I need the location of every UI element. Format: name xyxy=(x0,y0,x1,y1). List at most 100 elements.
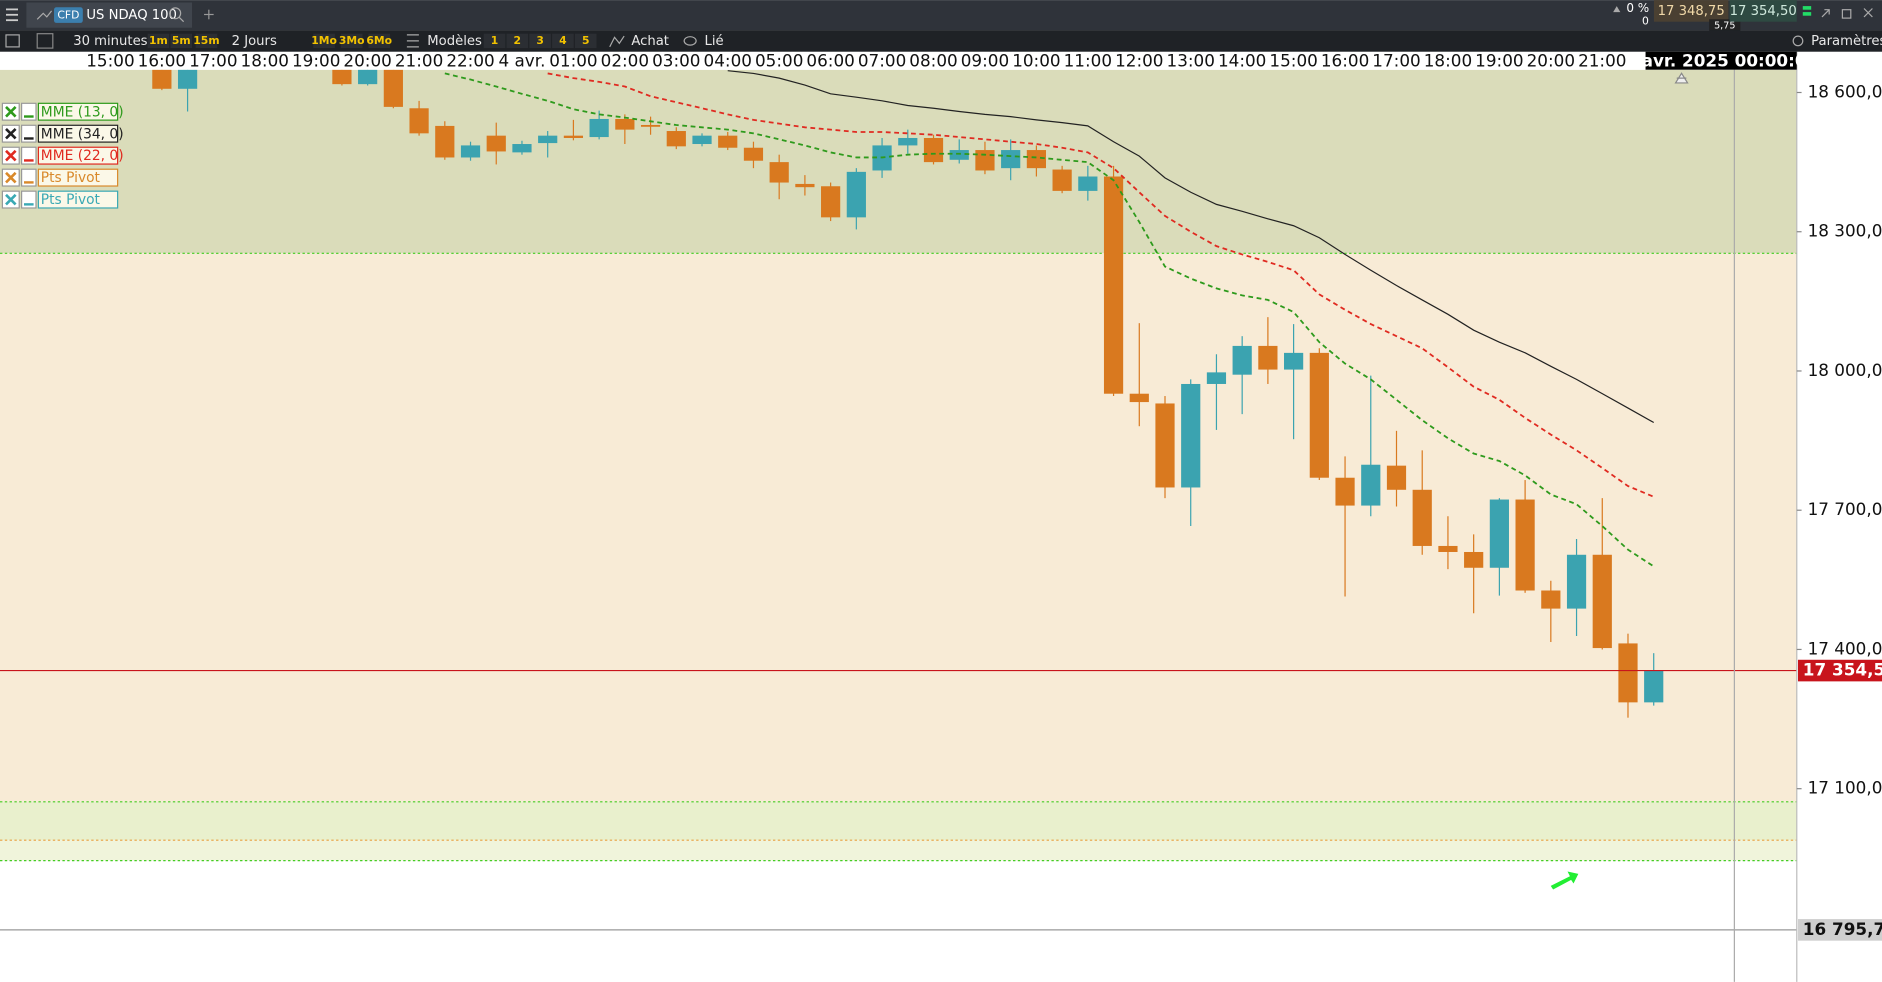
ask-box[interactable] xyxy=(1729,0,1797,22)
change: 0 xyxy=(1642,15,1649,28)
candle-body xyxy=(846,171,866,218)
signal-bar xyxy=(1802,6,1812,10)
candle-body xyxy=(1386,465,1407,490)
x-tick-label: 21:00 xyxy=(1578,50,1626,70)
legend-label: Pts Pivot xyxy=(41,192,101,208)
zone xyxy=(0,69,1797,254)
chip-label[interactable]: 3 xyxy=(536,34,544,47)
x-tick-label: 03:00 xyxy=(652,50,700,70)
zone xyxy=(0,840,1797,861)
chip-label[interactable]: 5m xyxy=(172,34,191,47)
legend-item[interactable]: MME (34, 0) xyxy=(1,124,124,143)
x-tick-label: 20:00 xyxy=(1527,50,1575,70)
chip-label[interactable]: 15m xyxy=(193,34,219,47)
legend-item[interactable]: MME (22, 0) xyxy=(1,146,124,165)
menu-icon[interactable] xyxy=(6,8,19,22)
x-tick-label: 14:00 xyxy=(1218,50,1266,70)
candle-body xyxy=(1001,150,1021,169)
range[interactable]: 2 Jours xyxy=(232,34,277,49)
candle-body xyxy=(1103,176,1124,394)
x-tick-label: 02:00 xyxy=(601,50,649,70)
candle-body xyxy=(1206,372,1227,384)
candle-body xyxy=(1464,551,1484,568)
chip[interactable] xyxy=(195,33,218,49)
linked[interactable]: Lié xyxy=(705,33,724,49)
zone xyxy=(0,860,1797,982)
candle-body xyxy=(409,108,429,134)
search-icon[interactable] xyxy=(169,7,185,23)
x-tick-label: 04:00 xyxy=(704,50,752,70)
candle-body xyxy=(589,118,609,138)
chip-label[interactable]: 5 xyxy=(582,34,590,47)
legend-item[interactable]: MME (13, 0) xyxy=(1,102,124,121)
chip-label[interactable]: 1m xyxy=(149,34,168,47)
chip[interactable] xyxy=(147,33,170,49)
chip-label[interactable]: 4 xyxy=(559,34,567,47)
candle-body xyxy=(975,150,995,171)
chip[interactable] xyxy=(313,33,335,49)
chip-label[interactable]: 1 xyxy=(491,34,499,47)
x-tick-label: 4 avr. xyxy=(498,50,545,70)
legend-box[interactable] xyxy=(37,168,119,187)
crosshair-time-box xyxy=(1645,51,1797,70)
candle-body xyxy=(1644,670,1664,703)
candle-body xyxy=(460,145,481,158)
y-tick-label: 18 300,000 xyxy=(1808,221,1882,241)
change-pct: 0 % xyxy=(1626,1,1649,15)
interval[interactable]: 30 minutes xyxy=(73,34,147,49)
candle-body xyxy=(1129,393,1149,403)
legend-label: Pts Pivot xyxy=(41,170,101,186)
legend-label: MME (34, 0) xyxy=(41,126,124,142)
candle-body xyxy=(640,124,661,127)
legend-box[interactable] xyxy=(37,124,119,143)
x-tick-label: 20:00 xyxy=(343,50,391,70)
candle-body xyxy=(949,150,969,160)
x-tick-label: 09:00 xyxy=(961,50,1009,70)
settings[interactable]: Paramètres xyxy=(1811,33,1882,49)
moving-average xyxy=(727,70,1655,423)
chip-label[interactable]: 2 xyxy=(514,34,522,47)
link-icon xyxy=(683,36,697,46)
chip-label[interactable]: 3Mo xyxy=(339,34,365,47)
legend-cross xyxy=(5,149,17,162)
window-controls[interactable] xyxy=(1821,8,1873,19)
add-tab[interactable] xyxy=(204,9,214,20)
chip[interactable] xyxy=(368,33,391,49)
candle-body xyxy=(743,147,764,161)
x-tick-label: 15:00 xyxy=(1269,50,1317,70)
x-tick-label: 15:00 xyxy=(86,50,134,70)
legend-box[interactable] xyxy=(37,146,119,165)
chip-label[interactable]: 6Mo xyxy=(366,34,392,47)
bid-box[interactable] xyxy=(1653,0,1729,22)
chip[interactable] xyxy=(170,33,193,49)
x-tick-label: 16:00 xyxy=(1321,50,1369,70)
chip[interactable] xyxy=(574,33,597,49)
layout-icon[interactable] xyxy=(36,33,54,49)
templates[interactable]: Modèles xyxy=(427,33,482,49)
templates-icon xyxy=(406,34,419,48)
candle-body xyxy=(177,69,198,89)
x-tick-label: 12:00 xyxy=(1115,50,1163,70)
candle-body xyxy=(1335,477,1355,506)
buy[interactable]: Achat xyxy=(631,34,669,49)
legend-box[interactable] xyxy=(37,102,119,121)
chip-label[interactable]: 1Mo xyxy=(311,34,337,47)
candle-body xyxy=(435,125,455,158)
candle-body xyxy=(1592,554,1612,649)
chip[interactable] xyxy=(340,33,363,49)
chip[interactable] xyxy=(529,33,551,49)
panel-icon[interactable] xyxy=(5,34,20,48)
ask: 17 354,50 xyxy=(1730,4,1797,19)
legend-item[interactable]: Pts Pivot xyxy=(1,168,119,187)
legend-item[interactable]: Pts Pivot xyxy=(1,190,119,209)
x-tick-label: 05:00 xyxy=(755,50,803,70)
candle-body xyxy=(1361,464,1381,506)
scroll-icon[interactable] xyxy=(1674,72,1689,84)
chip[interactable] xyxy=(506,33,529,49)
candle-body xyxy=(666,131,686,147)
legend-box[interactable] xyxy=(37,190,119,209)
chip[interactable] xyxy=(483,33,506,49)
candle-body xyxy=(358,69,378,85)
candle-body xyxy=(1489,499,1509,568)
chip[interactable] xyxy=(552,33,574,49)
